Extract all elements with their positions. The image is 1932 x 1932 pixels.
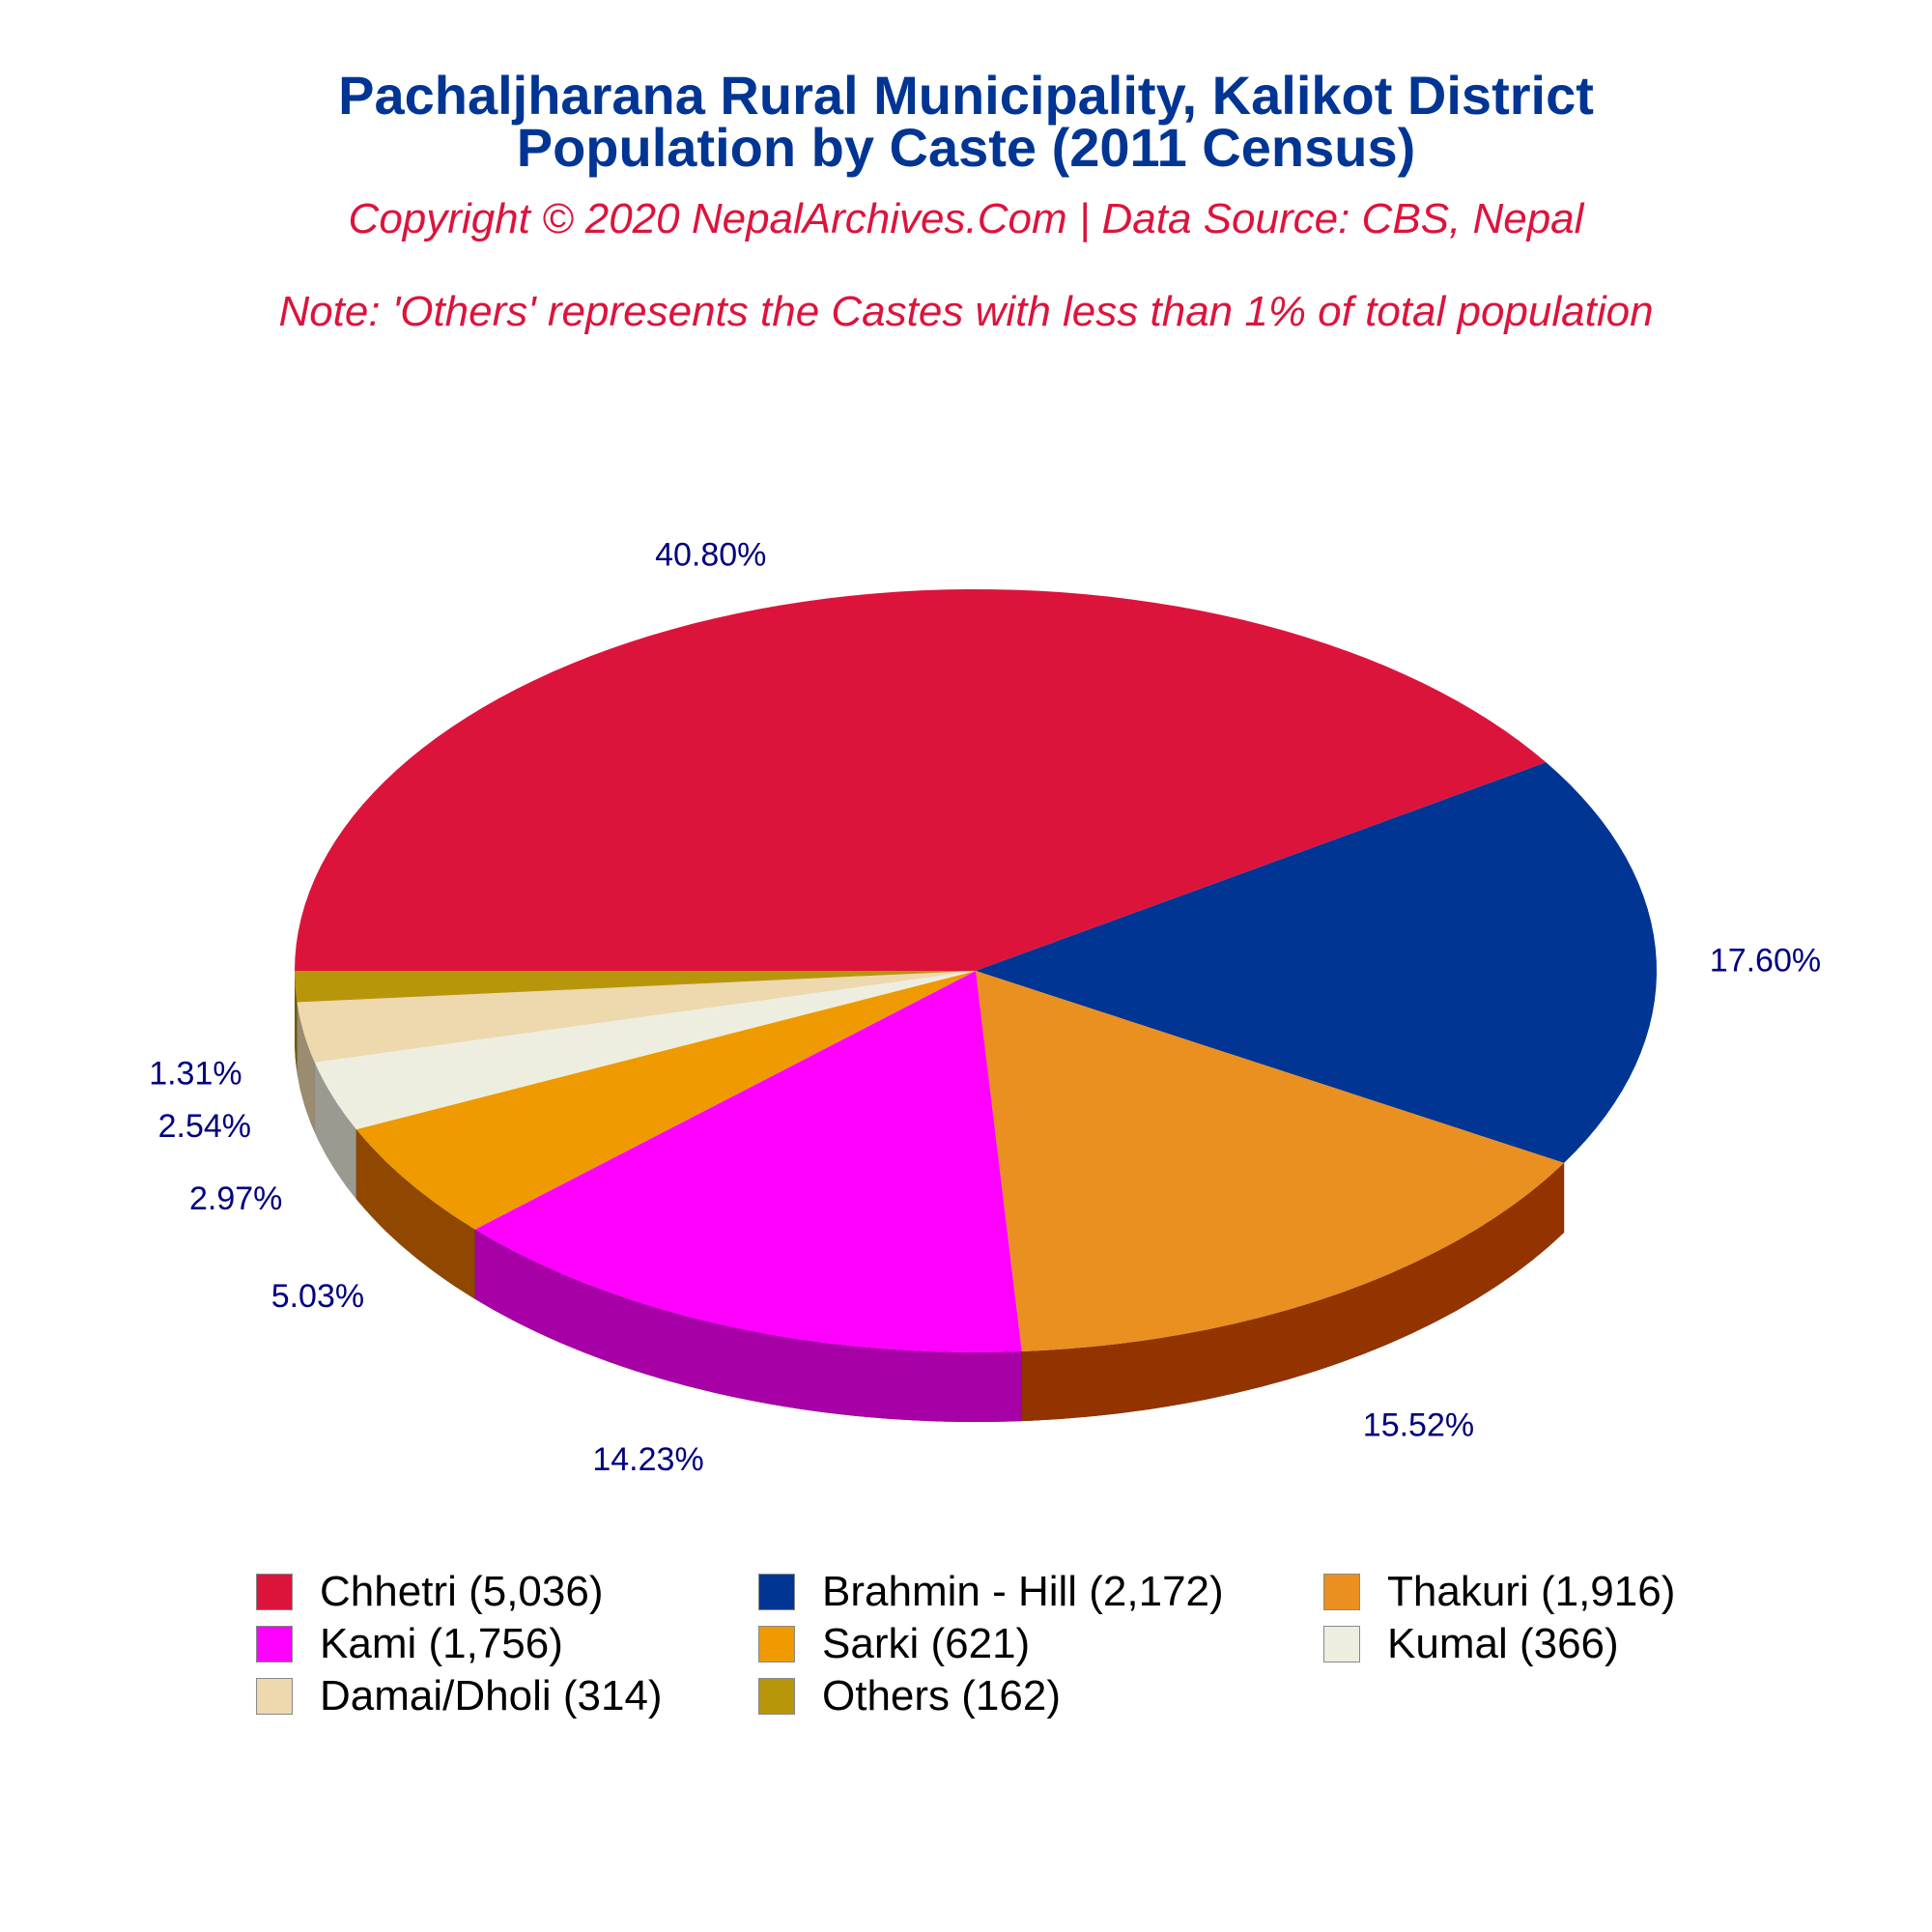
chart-title-line1: Pachaljharana Rural Municipality, Kaliko… (338, 65, 1594, 126)
legend-label: Brahmin - Hill (2,172) (822, 1568, 1224, 1615)
pie-slice-thakuri (976, 971, 1565, 1352)
pie-slice-chhetri (295, 589, 1547, 971)
pct-label-others: 1.31% (149, 1056, 242, 1093)
legend-label: Kami (1,756) (320, 1620, 563, 1667)
legend-item-chhetri: Chhetri (5,036) (256, 1567, 603, 1617)
legend-label: Kumal (366) (1387, 1620, 1619, 1667)
legend-swatch (256, 1678, 293, 1715)
pie-slice-sarki (355, 971, 976, 1230)
legend-swatch (256, 1574, 293, 1610)
legend-swatch (758, 1626, 795, 1662)
pie-slice-kami (474, 971, 1022, 1352)
legend-item-brahmin-hill: Brahmin - Hill (2,172) (758, 1567, 1224, 1617)
pie-slice-kumal (314, 971, 977, 1130)
legend-item-kumal: Kumal (366) (1323, 1619, 1619, 1669)
legend-item-sarki: Sarki (621) (758, 1619, 1030, 1669)
pct-label-brahmin-hill: 17.60% (1710, 943, 1821, 980)
pie-side-kumal (314, 1062, 356, 1200)
legend-item-others: Others (162) (758, 1671, 1061, 1721)
pct-label-damai-dholi: 2.54% (158, 1108, 251, 1145)
pie-side-sarki (355, 1129, 475, 1299)
pie-slice-brahmin-hill (976, 762, 1657, 1163)
pie-side-thakuri (1021, 1162, 1565, 1422)
legend-item-damai-dholi: Damai/Dholi (314) (256, 1671, 663, 1721)
legend-label: Damai/Dholi (314) (320, 1672, 663, 1719)
pct-label-kami: 14.23% (592, 1441, 703, 1478)
pie-slice-others (295, 971, 976, 1003)
legend-label: Sarki (621) (822, 1620, 1031, 1667)
pie-side-others (295, 971, 298, 1072)
chart-title-line2: Population by Caste (2011 Census) (516, 117, 1416, 178)
legend-swatch (1323, 1626, 1360, 1662)
legend-swatch (256, 1626, 293, 1662)
legend-label: Thakuri (1,916) (1387, 1568, 1676, 1615)
pct-label-thakuri: 15.52% (1363, 1406, 1474, 1443)
legend-swatch (1323, 1574, 1360, 1610)
pct-label-kumal: 2.97% (189, 1180, 282, 1217)
legend-item-thakuri: Thakuri (1,916) (1323, 1567, 1675, 1617)
legend-swatch (758, 1678, 795, 1715)
chart-note: Note: 'Others' represents the Castes wit… (278, 288, 1654, 335)
legend-label: Chhetri (5,036) (320, 1568, 604, 1615)
pct-label-chhetri: 40.80% (655, 537, 766, 574)
legend-label: Others (162) (822, 1672, 1061, 1719)
legend-swatch (758, 1574, 795, 1610)
pct-label-sarki: 5.03% (271, 1278, 364, 1315)
pie-slice-damai-dholi (297, 971, 976, 1063)
pie-side-damai-dholi (297, 1002, 315, 1132)
chart-subtitle: Copyright © 2020 NepalArchives.Com | Dat… (348, 195, 1584, 242)
legend-item-kami: Kami (1,756) (256, 1619, 563, 1669)
pie-side-kami (474, 1229, 1022, 1422)
